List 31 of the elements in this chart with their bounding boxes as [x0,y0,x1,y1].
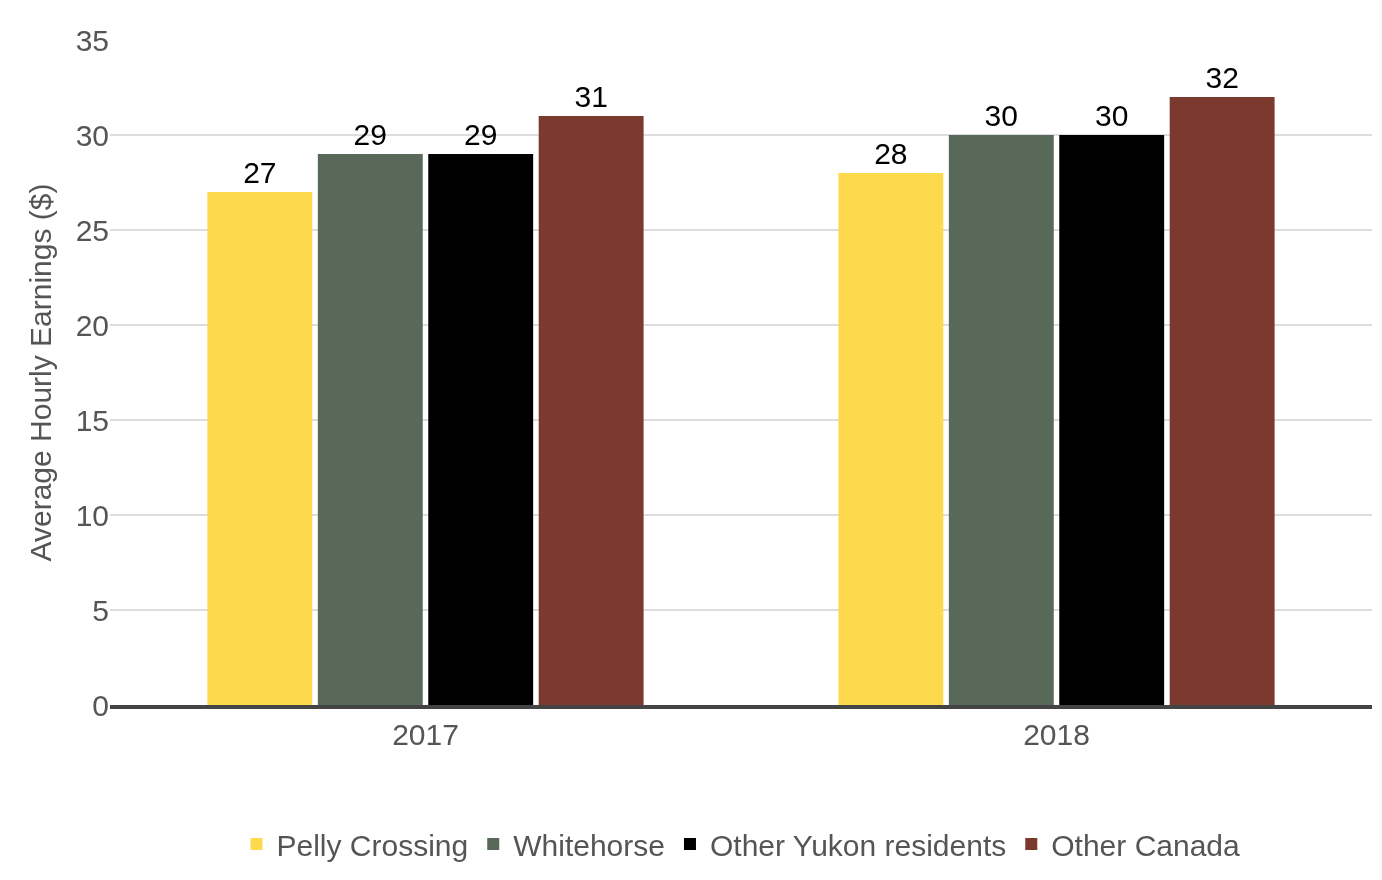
data-label: 29 [353,118,387,151]
x-tick-label: 2017 [392,718,459,751]
legend-label: Pelly Crossing [276,828,469,862]
data-label: 29 [464,118,498,151]
data-label: 27 [243,156,277,189]
y-tick-label: 15 [75,403,109,437]
y-tick-label: 30 [75,118,109,152]
bar [428,154,534,705]
data-label: 32 [1205,61,1239,94]
bar [317,154,423,705]
data-label: 30 [1095,99,1129,132]
bar [948,135,1054,705]
y-tick-label: 0 [92,688,109,722]
y-tick-label: 20 [75,308,109,342]
y-tick-label: 25 [75,213,109,247]
bar [1059,135,1165,705]
bar [538,116,644,705]
y-tick-label: 10 [75,498,109,532]
legend-label: Whitehorse [513,828,665,862]
y-tick-label: 35 [75,23,109,57]
legend-label: Other Canada [1051,828,1241,862]
data-label: 30 [984,99,1018,132]
bar [838,173,944,705]
legend-label: Other Yukon residents [709,828,1007,862]
x-tick-label: 2018 [1023,718,1090,751]
y-axis-title: Average Hourly Earnings ($) [23,183,57,562]
bar [1169,97,1275,705]
y-tick-label: 5 [92,593,109,627]
data-label: 31 [574,80,608,113]
data-label: 28 [874,137,908,170]
bar [207,192,313,705]
